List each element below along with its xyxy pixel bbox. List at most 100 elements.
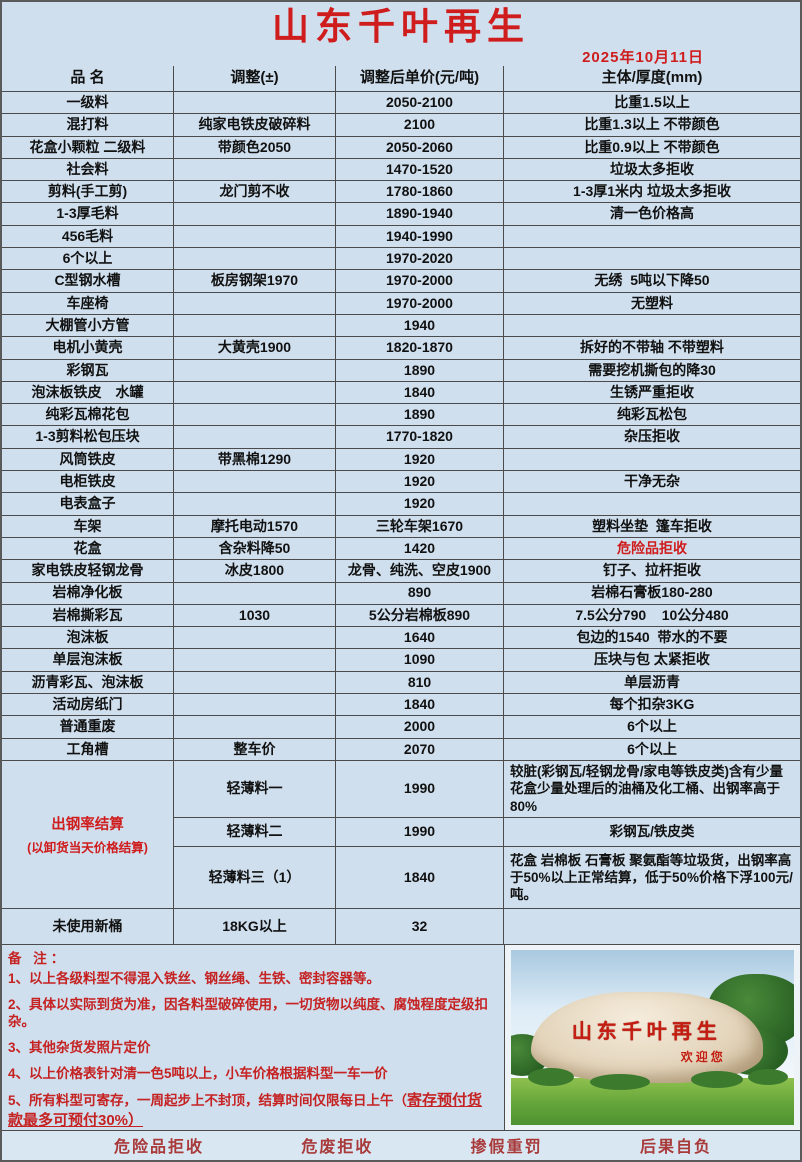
grade-note: 彩钢瓦/铁皮类 (504, 818, 800, 847)
item-name: 电表盒子 (2, 493, 174, 516)
item-adjust: 带颜色2050 (174, 136, 336, 159)
item-price: 1820-1870 (336, 337, 504, 360)
item-price: 2070 (336, 738, 504, 761)
item-price: 1920 (336, 471, 504, 494)
item-adjust: 摩托电动1570 (174, 515, 336, 538)
steel-yield-section: 出钢率结算 (以卸货当天价格结算) 轻薄料一 1990 较脏(彩钢瓦/轻钢龙骨/家电… (2, 760, 800, 909)
item-name: 未使用新桶 (2, 908, 174, 945)
table-row: 家电铁皮轻钢龙骨 冰皮1800 龙骨、纯洗、空皮1900 钉子、拉杆拒收 (2, 560, 800, 583)
steel-yield-label: 出钢率结算 (以卸货当天价格结算) (2, 760, 174, 909)
remark-item: 1、以上各级料型不得混入铁丝、钢丝绳、生铁、密封容器等。 (8, 970, 381, 986)
item-price: 三轮车架1670 (336, 515, 504, 538)
item-note: 无绣 5吨以下降50 (504, 270, 800, 293)
item-adjust (174, 404, 336, 427)
remark-item: 4、以上价格表针对清一色5吨以上，小车价格根据料型一车一价 (8, 1065, 388, 1081)
item-note: 6个以上 (504, 739, 800, 761)
table-row: 工角槽 整车价 2070 6个以上 (2, 738, 800, 761)
item-adjust (174, 649, 336, 672)
item-price: 1770-1820 (336, 426, 504, 449)
item-price: 2050-2100 (336, 92, 504, 115)
table-row: 电柜铁皮 1920 干净无杂 (2, 471, 800, 494)
header-adjustment: 调整(±) (174, 66, 336, 92)
table-row: 花盒小颗粒 二级料 带颜色2050 2050-2060 比重0.9以上 不带颜色 (2, 136, 800, 159)
item-name: 社会料 (2, 158, 174, 182)
table-row: 456毛料 1940-1990 (2, 225, 800, 249)
table-row: C型钢水槽 板房钢架1970 1970-2000 无绣 5吨以下降50 (2, 270, 800, 293)
table-row: 风筒铁皮 带黑棉1290 1920 (2, 448, 800, 472)
item-note (504, 226, 800, 249)
table-row: 纯彩瓦棉花包 1890 纯彩瓦松包 (2, 404, 800, 427)
bush-icon (590, 1073, 651, 1090)
bush-icon (748, 1068, 789, 1085)
item-adjust: 18KG以上 (174, 908, 336, 945)
header-body-thickness: 主体/厚度(mm) (504, 66, 800, 92)
grade-price: 1990 (336, 760, 504, 818)
item-adjust: 纯家电铁皮破碎料 (174, 114, 336, 137)
item-price: 1780-1860 (336, 181, 504, 204)
item-adjust (174, 359, 336, 382)
steel-yield-rows: 轻薄料一 1990 较脏(彩钢瓦/轻钢龙骨/家电等铁皮类)含有少量花盒少量处理后的油… (174, 760, 800, 909)
item-price: 1890 (336, 404, 504, 427)
table-row: 6个以上 1970-2020 (2, 248, 800, 271)
item-note (504, 315, 800, 338)
steel-yield-label-title: 出钢率结算 (51, 816, 124, 833)
item-name: 泡沫板铁皮 水罐 (2, 381, 174, 405)
item-name: 一级料 (2, 92, 174, 115)
item-adjust: 冰皮1800 (174, 560, 336, 583)
item-price: 1920 (336, 493, 504, 516)
grade-price: 1990 (336, 817, 504, 847)
remark-item-5: 5、所有料型可寄存，一周起步上不封顶，结算时间仅限每日上午（寄存预付货款最多可预… (8, 1091, 496, 1131)
bush-icon (527, 1068, 574, 1087)
header-unit-price: 调整后单价(元/吨) (336, 66, 504, 92)
table-row: 岩棉撕彩瓦 1030 5公分岩棉板890 7.5公分790 10公分480 (2, 604, 800, 628)
item-adjust: 龙门剪不收 (174, 181, 336, 204)
table-row: 车架 摩托电动1570 三轮车架1670 塑料坐垫 篷车拒收 (2, 515, 800, 538)
bottom-section: 备 注： 1、以上各级料型不得混入铁丝、钢丝绳、生铁、密封容器等。 2、具体以实际… (2, 944, 800, 1131)
item-adjust: 大黄壳1900 (174, 337, 336, 360)
item-adjust (174, 381, 336, 405)
table-row: 电表盒子 1920 (2, 493, 800, 516)
table-row: 一级料 2050-2100 比重1.5以上 (2, 92, 800, 115)
table-row: 彩钢瓦 1890 需要挖机撕包的降30 (2, 359, 800, 382)
grade-name: 轻薄料一 (174, 760, 336, 818)
item-name: 工角槽 (2, 738, 174, 761)
item-note: 比重0.9以上 不带颜色 (504, 137, 800, 159)
item-adjust: 含杂料降50 (174, 537, 336, 561)
grade-name: 轻薄料二 (174, 817, 336, 847)
item-name: 车座椅 (2, 292, 174, 315)
page-title: 山东千叶再生 (272, 6, 530, 47)
item-name: C型钢水槽 (2, 270, 174, 293)
item-note: 单层沥青 (504, 672, 800, 695)
item-note: 塑料坐垫 篷车拒收 (504, 516, 800, 538)
item-price: 2100 (336, 114, 504, 137)
table-row: 泡沫板 1640 包边的1540 带水的不要 (2, 627, 800, 650)
table-row: 沥青彩瓦、泡沫板 810 单层沥青 (2, 671, 800, 695)
item-price: 1420 (336, 537, 504, 561)
stone-company-name: 山东千叶再生 (571, 1021, 722, 1044)
item-adjust (174, 582, 336, 605)
table-row: 车座椅 1970-2000 无塑料 (2, 292, 800, 315)
warning-label: 危险品拒收 (114, 1139, 205, 1157)
grade-price: 1840 (336, 846, 504, 909)
item-note: 6个以上 (504, 716, 800, 739)
item-name: 岩棉净化板 (2, 582, 174, 605)
item-price: 1890 (336, 359, 504, 382)
item-price: 1840 (336, 694, 504, 717)
grade-note: 花盒 岩棉板 石膏板 聚氨酯等垃圾货，出钢率高于50%以上正常结算，低于50%价… (504, 847, 800, 909)
table-header-row: 品 名 调整(±) 调整后单价(元/吨) 主体/厚度(mm) (2, 66, 800, 92)
item-adjust (174, 716, 336, 739)
remark-item: 2、具体以实际到货为准，因各料型破碎使用，一切货物以纯度、腐蚀程度定级扣杂。 (8, 996, 489, 1030)
item-name: 混打料 (2, 114, 174, 137)
item-adjust: 板房钢架1970 (174, 270, 336, 293)
table-row: 普通重废 2000 6个以上 (2, 716, 800, 739)
table-row: 社会料 1470-1520 垃圾太多拒收 (2, 158, 800, 182)
item-name: 电柜铁皮 (2, 471, 174, 494)
item-note: 比重1.3以上 不带颜色 (504, 114, 800, 137)
item-name: 单层泡沫板 (2, 649, 174, 672)
item-price: 1470-1520 (336, 158, 504, 182)
title-bar: 山东千叶再生 2025年10月11日 (2, 2, 800, 66)
table-row: 大棚管小方管 1940 (2, 314, 800, 338)
item-name: 彩钢瓦 (2, 359, 174, 382)
item-price: 1940 (336, 314, 504, 338)
table-row: 电机小黄壳 大黄壳1900 1820-1870 拆好的不带轴 不带塑料 (2, 337, 800, 360)
